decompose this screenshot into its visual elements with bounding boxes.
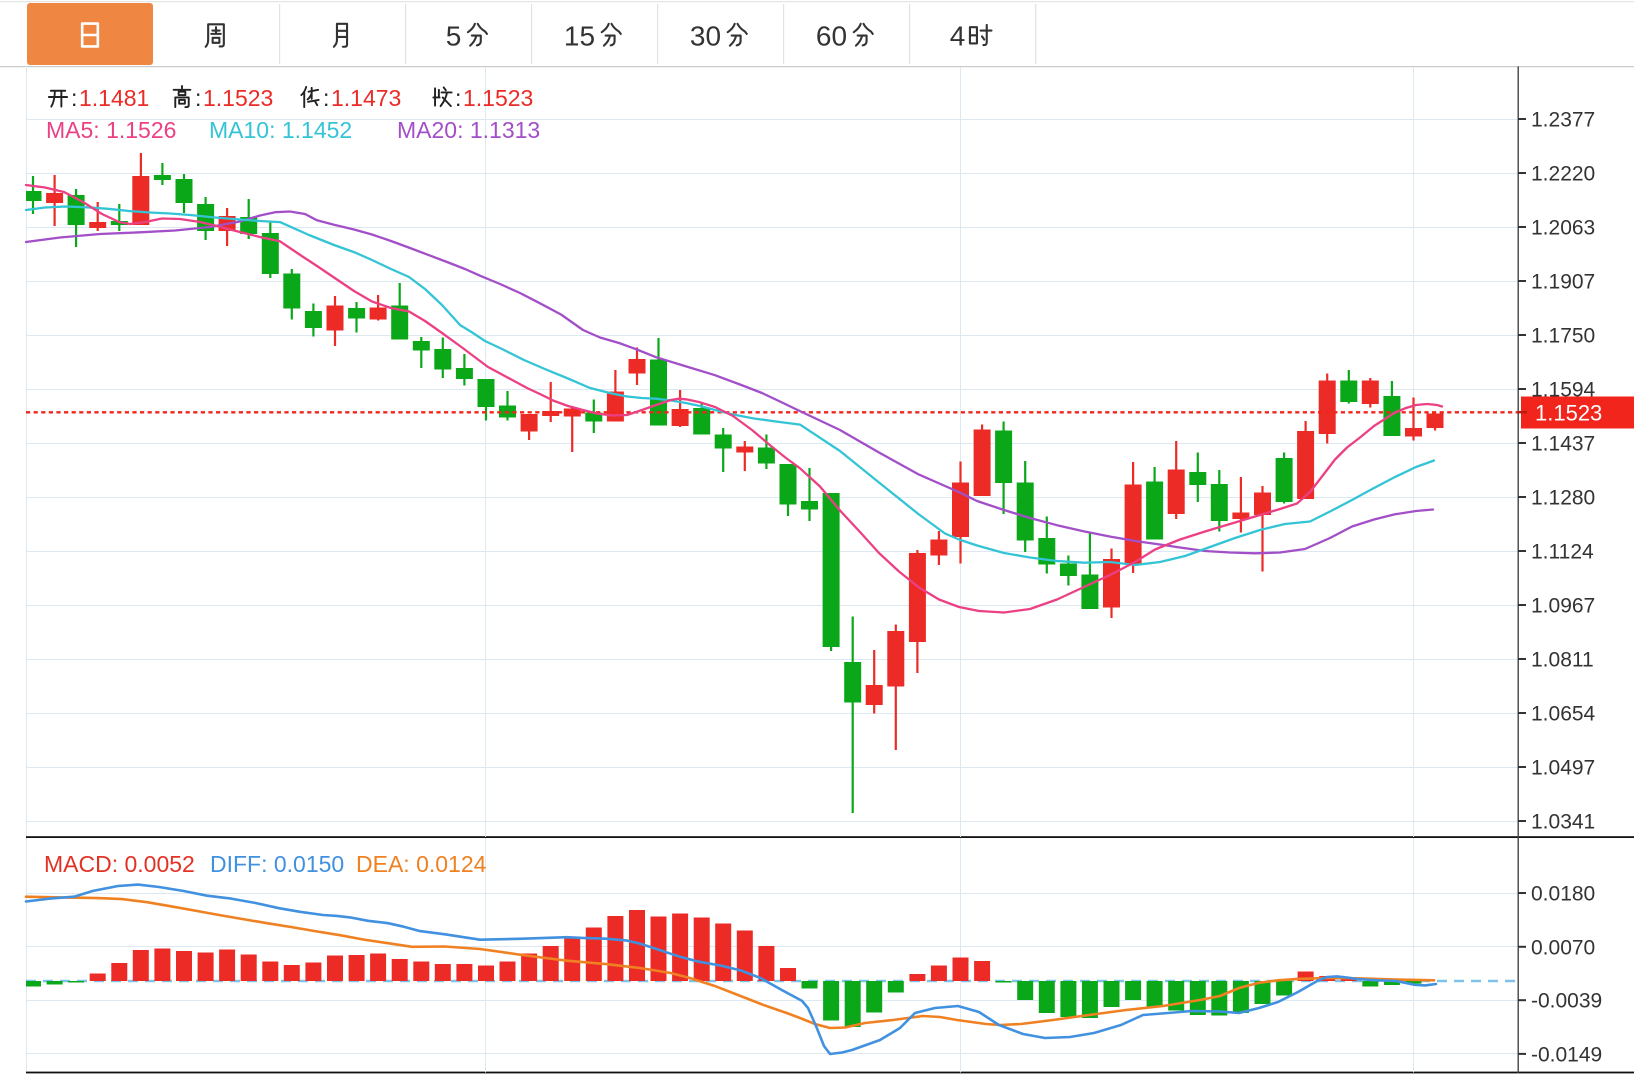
svg-text:1.2377: 1.2377 <box>1531 109 1595 132</box>
svg-text:1.1124: 1.1124 <box>1531 541 1594 564</box>
svg-text:1.1907: 1.1907 <box>1531 271 1595 294</box>
svg-text:4: 4 <box>950 21 966 52</box>
svg-text:1.0967: 1.0967 <box>1531 595 1595 618</box>
svg-text:DEA: 0.0124: DEA: 0.0124 <box>356 851 487 877</box>
svg-text::: : <box>323 85 329 111</box>
svg-text:1.1594: 1.1594 <box>1531 379 1596 402</box>
svg-text:1.1481: 1.1481 <box>79 85 149 111</box>
svg-text:5: 5 <box>446 21 462 52</box>
svg-text:30: 30 <box>690 21 721 52</box>
svg-text:1.1437: 1.1437 <box>1531 433 1595 456</box>
svg-text:0.0180: 0.0180 <box>1531 883 1595 906</box>
svg-text:-0.0039: -0.0039 <box>1531 990 1602 1013</box>
svg-text:1.2220: 1.2220 <box>1531 163 1595 186</box>
svg-text:15: 15 <box>564 21 595 52</box>
svg-text:1.1750: 1.1750 <box>1531 325 1595 348</box>
svg-text:1.1280: 1.1280 <box>1531 487 1595 510</box>
svg-text:1.0497: 1.0497 <box>1531 757 1595 780</box>
svg-text:1.2063: 1.2063 <box>1531 217 1595 240</box>
svg-text:1.0654: 1.0654 <box>1531 703 1596 726</box>
svg-text:MA5: 1.1526: MA5: 1.1526 <box>46 117 176 143</box>
svg-text::: : <box>455 85 461 111</box>
svg-text:MA20: 1.1313: MA20: 1.1313 <box>397 117 540 143</box>
svg-text:1.0811: 1.0811 <box>1531 649 1594 672</box>
svg-text:DIFF: 0.0150: DIFF: 0.0150 <box>210 851 344 877</box>
svg-text:1.0341: 1.0341 <box>1531 811 1595 834</box>
svg-text:MA10: 1.1452: MA10: 1.1452 <box>209 117 352 143</box>
svg-text:60: 60 <box>816 21 847 52</box>
svg-text:1.1523: 1.1523 <box>463 85 533 111</box>
svg-text:-0.0149: -0.0149 <box>1531 1043 1602 1066</box>
svg-text:1.1523: 1.1523 <box>1535 401 1602 426</box>
svg-text::: : <box>71 85 77 111</box>
svg-text:1.1523: 1.1523 <box>203 85 273 111</box>
svg-text:MACD: 0.0052: MACD: 0.0052 <box>44 851 195 877</box>
svg-text::: : <box>195 85 201 111</box>
svg-text:1.1473: 1.1473 <box>331 85 401 111</box>
svg-text:0.0070: 0.0070 <box>1531 936 1595 959</box>
